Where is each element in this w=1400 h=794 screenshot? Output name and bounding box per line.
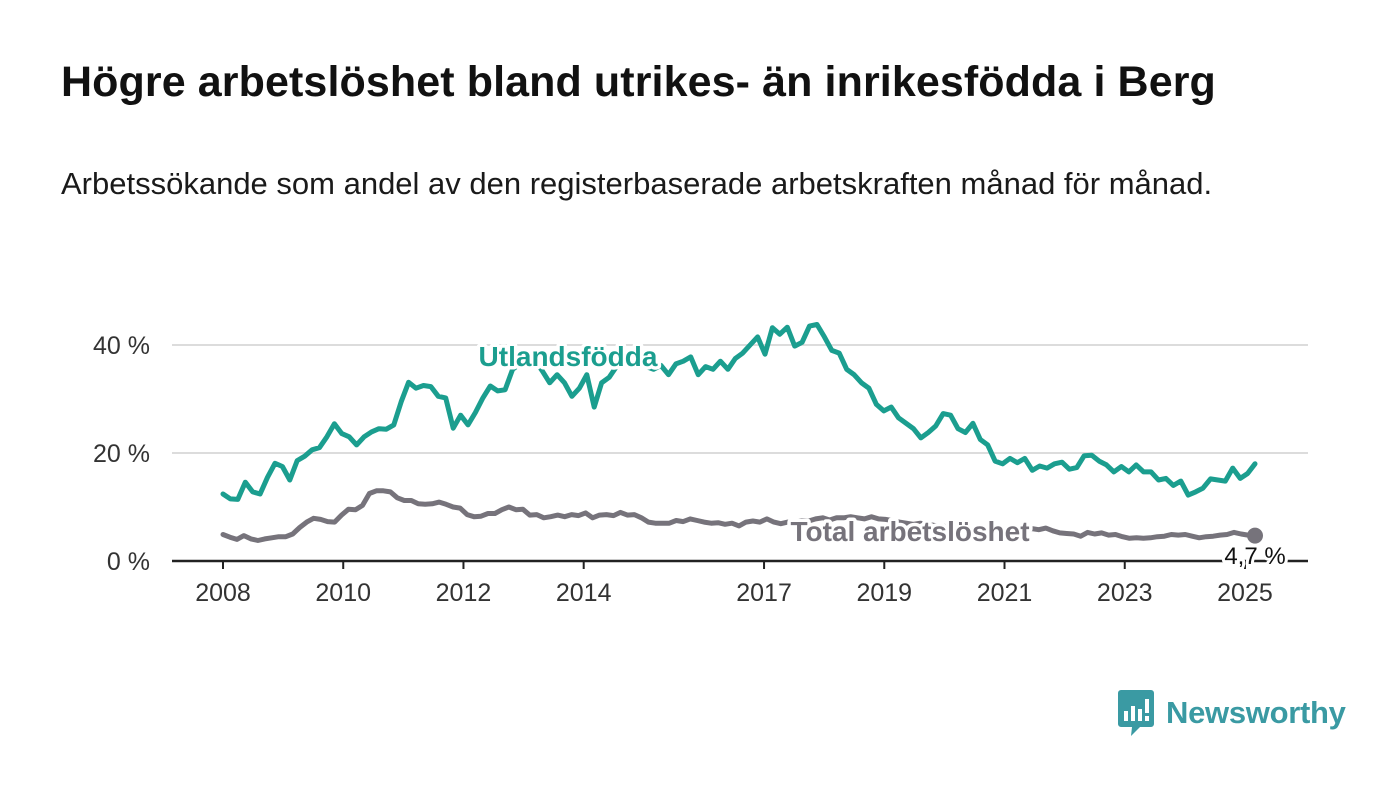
x-tick-label: 2025 bbox=[1217, 579, 1273, 607]
end-point-marker bbox=[1247, 527, 1263, 544]
newsworthy-wordmark: Newsworthy bbox=[1166, 695, 1346, 730]
x-tick-label: 2021 bbox=[977, 579, 1033, 607]
chart-subtitle: Arbetssökande som andel av den registerb… bbox=[61, 166, 1213, 201]
y-tick-label: 20 % bbox=[93, 440, 150, 468]
series-label-total-arbetsloshet: Total arbetslöshet bbox=[790, 516, 1029, 547]
y-tick-label: 0 % bbox=[107, 548, 150, 576]
newsworthy-logo: Newsworthy bbox=[1118, 690, 1346, 736]
x-tick-label: 2019 bbox=[856, 579, 912, 607]
x-tick-label: 2010 bbox=[315, 579, 371, 607]
x-tick-label: 2012 bbox=[436, 579, 492, 607]
x-tick-label: 2017 bbox=[736, 579, 792, 607]
end-value-label: 4,7 % bbox=[1224, 543, 1285, 570]
x-tick-label: 2023 bbox=[1097, 579, 1153, 607]
y-tick-label: 40 % bbox=[93, 332, 150, 360]
series-label-utlandsfodda: Utlandsfödda bbox=[479, 341, 658, 372]
series-line-total-arbetsloshet bbox=[220, 488, 1258, 543]
chart-title: Högre arbetslöshet bland utrikes- än inr… bbox=[61, 58, 1216, 106]
x-tick-label: 2014 bbox=[556, 579, 612, 607]
series-line-utlandsfodda bbox=[220, 322, 1258, 502]
newsworthy-logo-icon bbox=[1118, 690, 1154, 736]
x-tick-label: 2008 bbox=[195, 579, 251, 607]
